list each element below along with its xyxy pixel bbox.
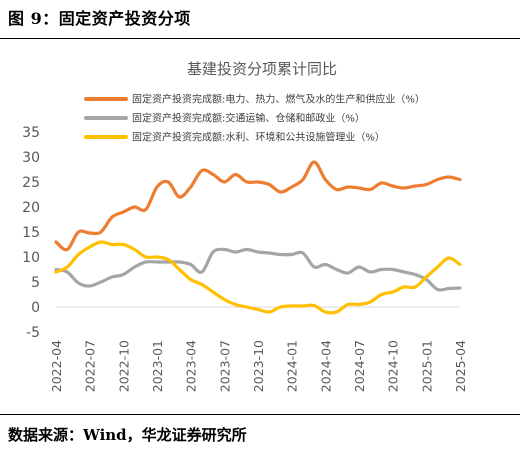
- legend: 固定资产投资完成额:电力、热力、燃气及水的生产和供应业（%） 固定资产投资完成额:…: [84, 93, 425, 144]
- y-tick-label: 25: [22, 175, 40, 191]
- legend-label: 固定资产投资完成额:电力、热力、燃气及水的生产和供应业（%）: [132, 93, 425, 106]
- chart: 基建投资分项累计同比 固定资产投资完成额:电力、热力、燃气及水的生产和供应业（%…: [22, 60, 468, 392]
- x-tick-label: 2023-10: [251, 340, 266, 392]
- x-tick-label: 2024-07: [352, 340, 367, 392]
- y-tick-label: -5: [26, 325, 40, 341]
- x-tick-label: 2022-10: [116, 340, 131, 392]
- series-line: [54, 240, 462, 315]
- x-tick-label: 2023-07: [217, 340, 232, 392]
- y-tick-label: 35: [22, 125, 40, 141]
- legend-label: 固定资产投资完成额:交通运输、仓储和邮政业（%）: [132, 112, 365, 125]
- bottom-divider: [0, 414, 520, 415]
- series-lines: [54, 160, 462, 315]
- x-tick-label: 2024-10: [386, 340, 401, 392]
- series-line: [54, 160, 462, 252]
- source-label: 数据来源：Wind，华龙证券研究所: [8, 426, 247, 444]
- top-divider: [0, 38, 520, 39]
- x-tick-label: 2025-01: [419, 340, 434, 392]
- x-axis: 2022-04 2022-07 2022-10 2023-01 2023-04 2023-…: [49, 306, 468, 392]
- figure-label: 图 9：固定资产投资分项: [8, 9, 191, 28]
- x-tick-label: 2024-04: [318, 340, 333, 392]
- y-tick-label: 15: [22, 225, 40, 241]
- chart-title: 基建投资分项累计同比: [187, 60, 337, 78]
- y-tick-label: 5: [31, 275, 40, 291]
- x-tick-label: 2023-01: [150, 340, 165, 392]
- series-line: [54, 247, 462, 292]
- legend-label: 固定资产投资完成额:水利、环境和公共设施管理业（%）: [132, 131, 385, 144]
- x-tick-label: 2023-04: [184, 340, 199, 392]
- x-tick-label: 2022-07: [83, 340, 98, 392]
- y-tick-label: 0: [31, 300, 40, 316]
- y-tick-label: 20: [22, 200, 40, 216]
- y-tick-label: 10: [22, 250, 40, 266]
- x-tick-label: 2025-04: [453, 340, 468, 392]
- x-tick-label: 2022-04: [49, 340, 64, 392]
- y-tick-label: 30: [22, 150, 40, 166]
- y-axis: -5 0 5 10 15 20 25 30 35: [22, 125, 40, 341]
- x-tick-label: 2024-01: [285, 340, 300, 392]
